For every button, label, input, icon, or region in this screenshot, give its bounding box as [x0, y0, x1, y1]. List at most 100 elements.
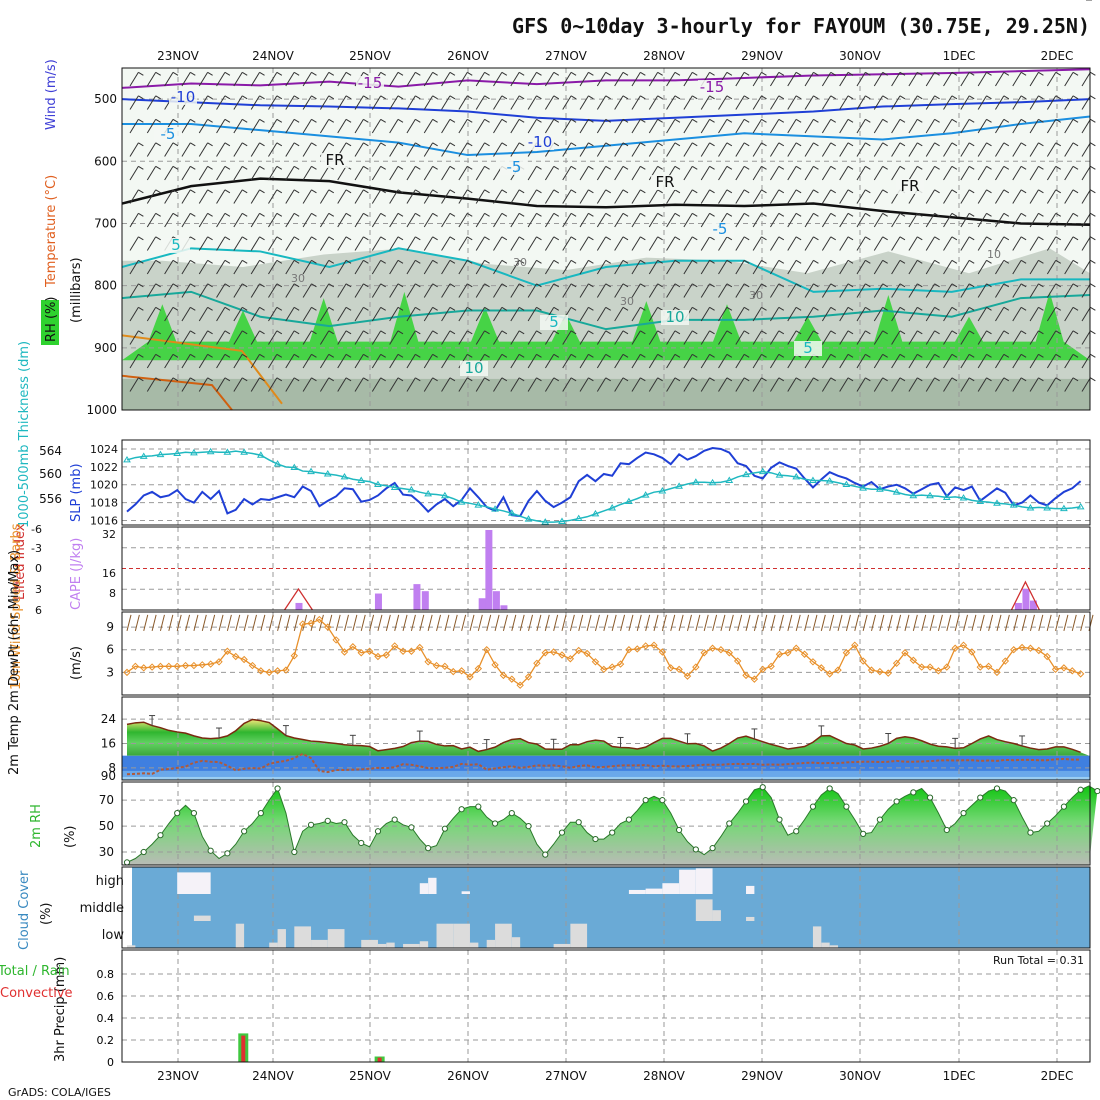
- wind-barb: [960, 377, 970, 392]
- wind-barb-flag: [328, 236, 335, 241]
- wind-barb: [1064, 377, 1074, 392]
- contour-label: 10: [464, 359, 483, 377]
- wind-barb-flag: [761, 189, 767, 194]
- wind-barb: [216, 119, 226, 134]
- isotherm-5: [121, 247, 1090, 293]
- wind-barb: [943, 72, 953, 87]
- wind-barb: [181, 142, 191, 157]
- wind-barb-flag: [865, 377, 871, 382]
- surface-wind-barb: [1004, 614, 1010, 631]
- wind-barb: [683, 142, 693, 157]
- surface-wind-barb: [879, 614, 885, 631]
- wind-barb: [631, 189, 641, 204]
- wind-speed-point: [641, 642, 650, 650]
- wind-barb-flag: [1038, 236, 1044, 241]
- wind-barb-flag: [1072, 71, 1079, 76]
- cloud-low-bar: [377, 943, 387, 948]
- wind-barb: [925, 330, 936, 345]
- wind-barb: [371, 142, 382, 157]
- thickness-point: [507, 509, 516, 516]
- wind-barb: [458, 307, 468, 322]
- wind-barb: [129, 377, 139, 392]
- wind-barb: [908, 283, 918, 298]
- wind-barb: [181, 260, 191, 275]
- wind-barb: [1046, 377, 1057, 392]
- surface-wind-barb: [628, 614, 634, 631]
- wind-barb-flag: [761, 142, 767, 147]
- wind-barb: [423, 330, 434, 345]
- wind-barb-flag: [311, 306, 317, 311]
- wind-barb: [648, 166, 659, 181]
- wind-barb: [510, 307, 520, 322]
- wind-barb-flag: [674, 189, 681, 194]
- surface-wind-barb: [410, 614, 416, 631]
- cloud-units: (%): [39, 903, 54, 926]
- wind-barb: [596, 307, 607, 322]
- precip-tick-label: 0.4: [97, 1012, 115, 1025]
- wind-barb: [1012, 307, 1022, 322]
- wind-barb-flag: [484, 306, 490, 311]
- wind-barb: [787, 189, 797, 204]
- wind-barb: [389, 377, 399, 392]
- wind-barb: [233, 377, 243, 392]
- wind-barb: [700, 213, 710, 228]
- wind-barb: [579, 142, 589, 157]
- surface-wind-barb: [243, 614, 249, 631]
- wind-barb: [631, 283, 641, 298]
- wind-barb: [787, 236, 797, 251]
- wind-barb-flag: [1020, 306, 1027, 311]
- wind-barb-flag: [899, 212, 906, 217]
- wind-barb: [423, 354, 434, 369]
- wind-barb-flag: [882, 283, 888, 288]
- cape-bar: [1022, 588, 1030, 610]
- surface-wind-barb: [210, 614, 216, 631]
- wind-barb: [596, 189, 607, 204]
- wind-barb-flag: [138, 142, 144, 147]
- wind-barb-flag: [415, 353, 421, 358]
- wind-barb: [389, 166, 399, 181]
- wind-barb: [908, 72, 918, 87]
- thickness-point: [859, 484, 868, 491]
- cloud-level-label: middle: [80, 901, 124, 916]
- wind-speed-point: [742, 671, 750, 680]
- wind-barb: [960, 307, 970, 322]
- precip-tick-label: 0.6: [97, 990, 115, 1003]
- wind-barb: [493, 377, 503, 392]
- date-tick-bottom: 26NOV: [447, 1069, 489, 1083]
- wind-barb: [527, 119, 537, 134]
- surface-wind-barb: [1055, 614, 1061, 631]
- wind-barb-flag: [1072, 377, 1079, 382]
- wind-barb-flag: [847, 142, 854, 147]
- wind-barb-flag: [1038, 259, 1044, 264]
- surface-wind-barb: [804, 614, 810, 631]
- wind-barb: [250, 260, 260, 275]
- wind-barb: [562, 142, 572, 157]
- date-tick-top: 29NOV: [741, 49, 783, 63]
- wind-speed-point: [825, 670, 834, 678]
- surface-wind-barb: [419, 614, 425, 631]
- slp-right-ylabel-group: SLP (mb): [69, 463, 84, 522]
- wind-barb-flag: [622, 95, 629, 100]
- wind-barb: [389, 213, 399, 228]
- wind-barb: [787, 166, 797, 181]
- rh-contour-label: 30: [513, 256, 527, 269]
- thickness-tick-label: 564: [39, 444, 62, 458]
- wind-barb-flag: [968, 353, 975, 358]
- temp-tick-label: 24: [101, 712, 116, 726]
- panel-frames: [121, 67, 1091, 1063]
- rh2m-point: [1094, 787, 1100, 795]
- wind-speed-point: [524, 673, 533, 681]
- wind-barb: [510, 72, 520, 87]
- surface-wind-barb: [452, 614, 458, 631]
- wind-barb-flag: [640, 306, 646, 311]
- chart-fills: [122, 68, 1098, 948]
- wind-barb-flag: [726, 189, 733, 194]
- slp-tick-label: 1020: [90, 479, 118, 492]
- wind-barb-flag: [380, 165, 386, 170]
- wind-barb-flag: [415, 118, 421, 123]
- date-tick-bottom: 29NOV: [741, 1069, 783, 1083]
- wind-barb-flag: [605, 283, 611, 288]
- wind-barb-flag: [847, 189, 854, 194]
- wind-barb-flag: [778, 95, 785, 100]
- wind-barb-flag: [449, 330, 456, 335]
